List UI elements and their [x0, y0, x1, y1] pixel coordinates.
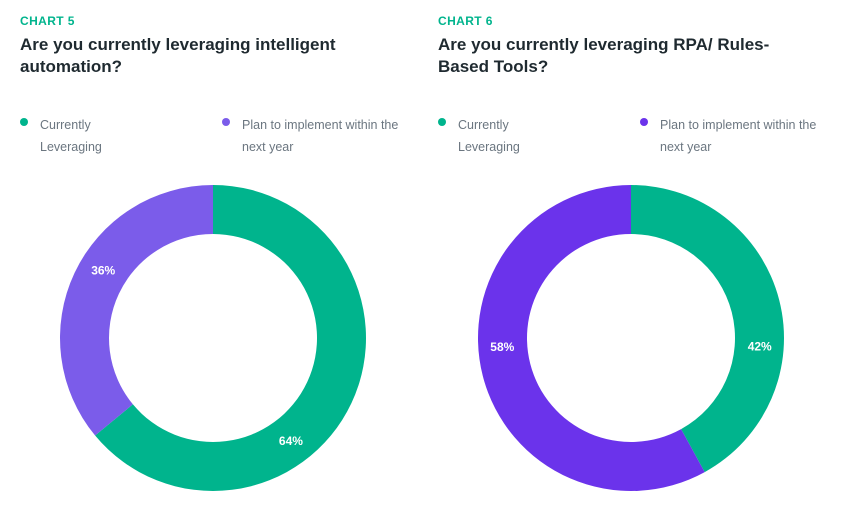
- chart-6-panel: CHART 6 Are you currently leveraging RPA…: [418, 0, 838, 525]
- slice-value-label: 58%: [490, 340, 514, 354]
- chart-number-label: CHART 5: [20, 14, 75, 28]
- slice-value-label: 64%: [279, 434, 303, 448]
- chart-title: Are you currently leveraging RPA/ Rules-…: [438, 35, 770, 76]
- slice-value-label: 36%: [91, 263, 115, 277]
- donut-slice-plan-to-implement-within-the-next-year: [60, 185, 214, 436]
- legend-swatch: [640, 118, 648, 126]
- legend-swatch: [438, 118, 446, 126]
- chart-title: Are you currently leveraging intelligent…: [20, 35, 336, 76]
- legend-swatch: [222, 118, 230, 126]
- donut-slice-plan-to-implement-within-the-next-year: [478, 185, 705, 491]
- legend-label: Plan to implement within the next year: [242, 118, 399, 154]
- legend-label: Currently Leveraging: [458, 118, 520, 154]
- slice-value-label: 42%: [748, 339, 772, 353]
- chart-5-panel: CHART 5 Are you currently leveraging int…: [0, 0, 420, 525]
- donut-slice-currently-leveraging: [95, 185, 367, 492]
- legend-label: Currently Leveraging: [40, 118, 102, 154]
- donut-chart: 42% 58%: [478, 185, 784, 491]
- chart-number-label: CHART 6: [438, 14, 493, 28]
- legend-label: Plan to implement within the next year: [660, 118, 817, 154]
- donut-chart: 64% 36%: [60, 185, 367, 492]
- legend-swatch: [20, 118, 28, 126]
- donut-slice-currently-leveraging: [631, 185, 784, 473]
